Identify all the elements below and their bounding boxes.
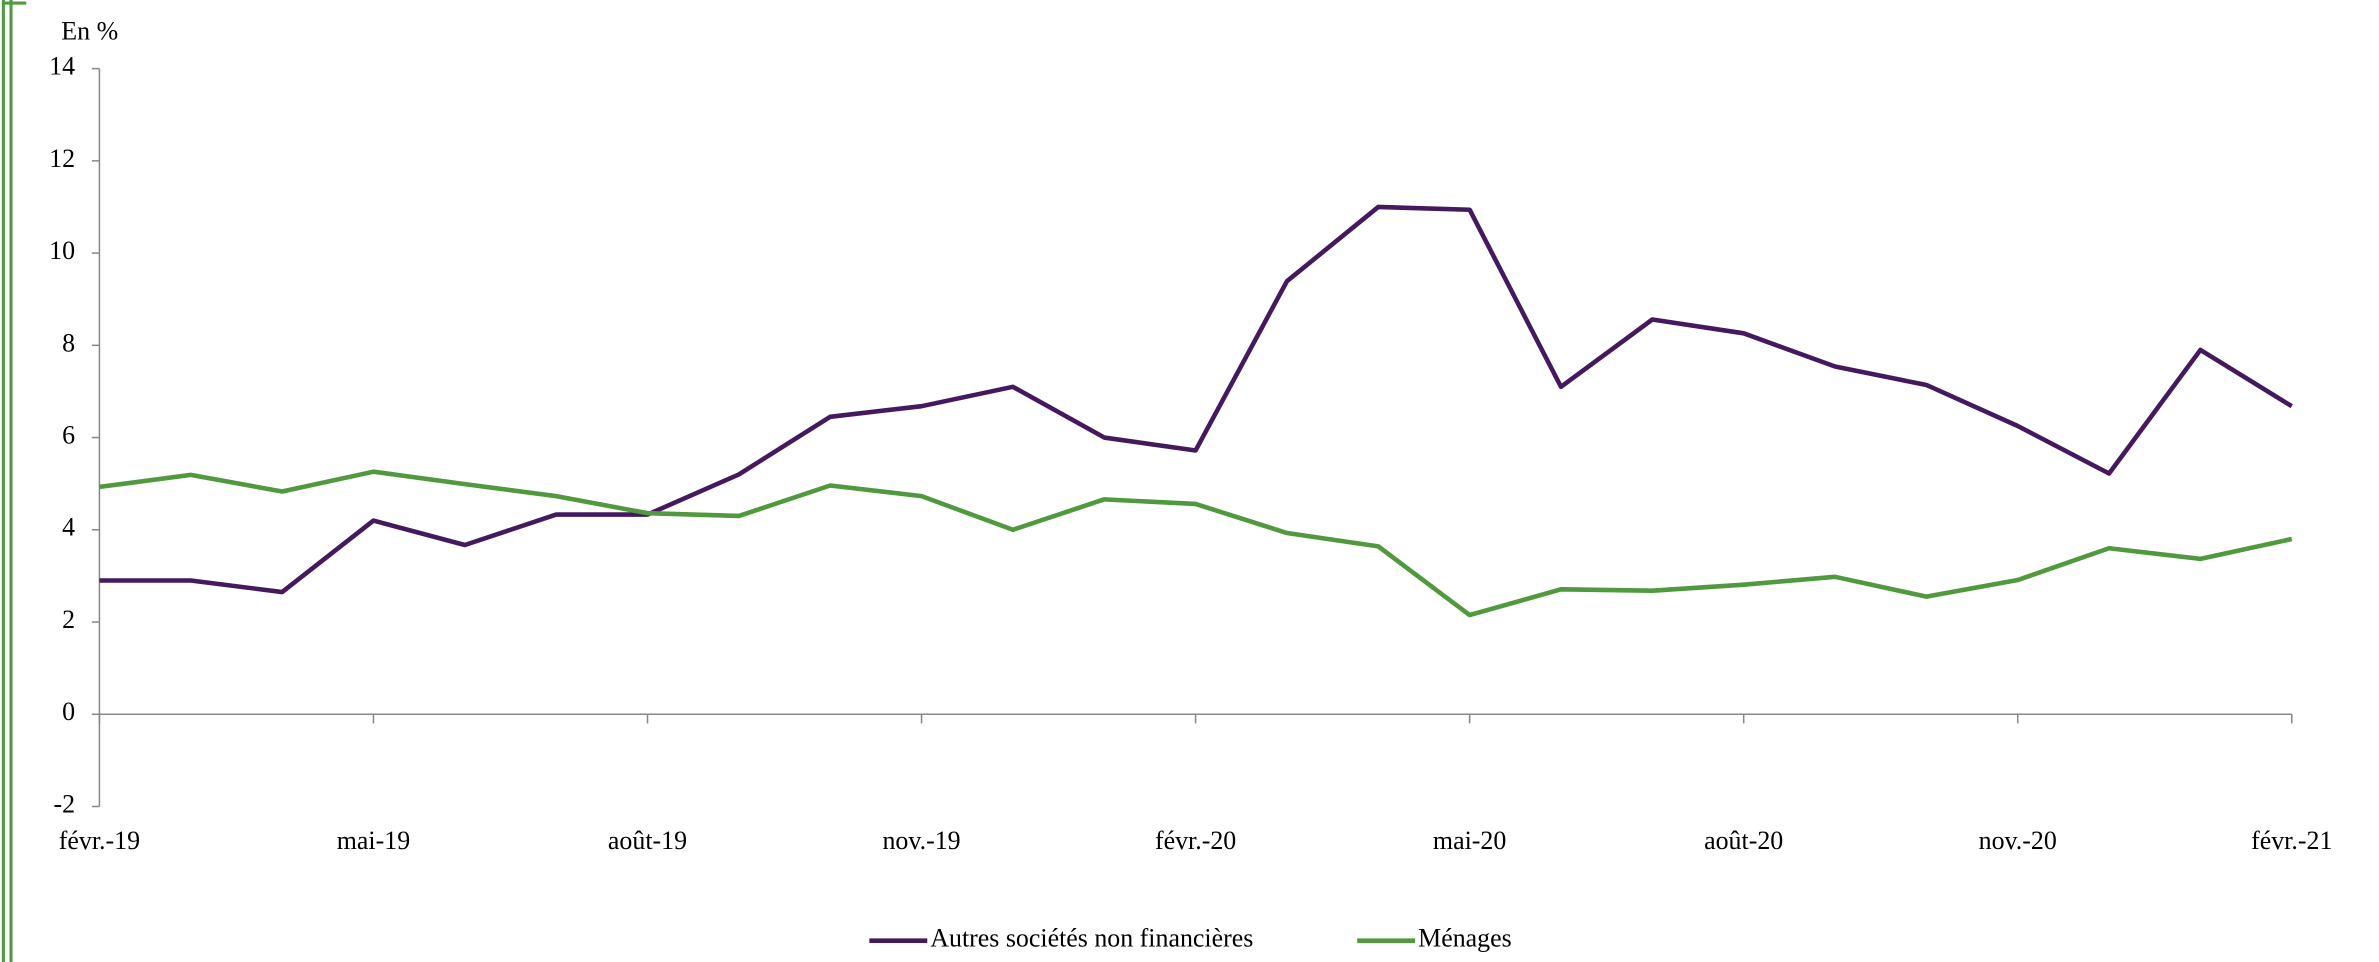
x-tick-label: mai-20 <box>1433 826 1506 855</box>
x-tick-label: nov.-20 <box>1979 826 2057 855</box>
y-tick-label: -2 <box>53 789 75 818</box>
x-tick-label: févr.-20 <box>1155 826 1236 855</box>
legend-label: Autres sociétés non financières <box>930 924 1253 953</box>
y-tick-label: 12 <box>49 144 75 173</box>
y-tick-label: 4 <box>62 513 75 542</box>
y-axis-label: En % <box>61 16 118 45</box>
y-tick-label: 2 <box>62 605 75 634</box>
x-tick-label: nov.-19 <box>882 826 960 855</box>
y-tick-label: 10 <box>49 236 75 265</box>
y-tick-label: 14 <box>49 52 75 81</box>
x-tick-label: août-19 <box>608 826 687 855</box>
x-tick-label: août-20 <box>1704 826 1783 855</box>
x-tick-label: févr.-21 <box>2251 826 2332 855</box>
line-series <box>99 204 2293 595</box>
y-tick-label: 0 <box>62 697 75 726</box>
x-tick-label: févr.-19 <box>59 826 140 855</box>
line-series <box>99 469 2293 618</box>
legend-label: Ménages <box>1418 924 1512 953</box>
y-tick-label: 8 <box>62 328 75 357</box>
y-tick-label: 6 <box>62 421 75 450</box>
x-tick-label: mai-19 <box>337 826 410 855</box>
